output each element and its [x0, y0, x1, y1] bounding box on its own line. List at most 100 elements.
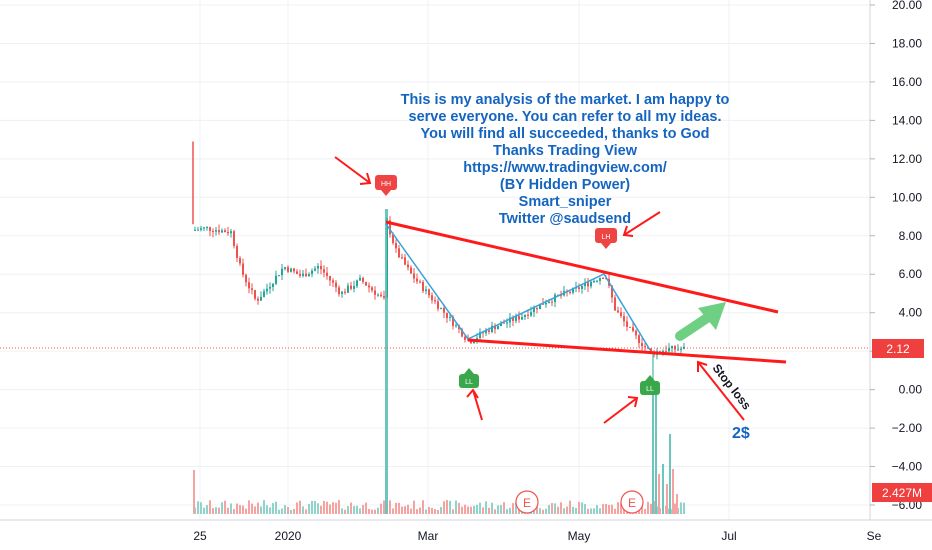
candle [314, 266, 316, 272]
volume-bar [515, 502, 517, 514]
candle [305, 268, 307, 277]
volume-bar [206, 505, 208, 514]
candle [356, 279, 358, 289]
candle [440, 307, 442, 310]
volume-bar [263, 500, 265, 514]
volume-bar [266, 505, 268, 514]
time-tick-label: 25 [193, 529, 207, 543]
volume-bar [290, 509, 292, 514]
hh-marker[interactable]: HH [375, 175, 397, 196]
volume-bar [569, 500, 571, 514]
volume-bar [284, 505, 286, 514]
arrow-to-hh [334, 156, 372, 185]
candle [620, 307, 622, 319]
volume-bar [308, 503, 310, 514]
candle [341, 290, 343, 298]
volume-bar [209, 500, 211, 514]
volume-bar [539, 508, 541, 514]
volume-bar [302, 506, 304, 514]
volume-bar [341, 508, 343, 514]
volume-bar [644, 509, 646, 514]
event-marker-1[interactable]: E [515, 490, 539, 514]
candle [284, 266, 286, 271]
volume-bar [458, 502, 460, 514]
candle [599, 277, 601, 285]
ll-marker-second[interactable]: LL [640, 375, 660, 395]
volume-bar [617, 502, 619, 514]
candle [266, 283, 268, 295]
candle [629, 326, 631, 328]
analysis-note-line: You will find all succeeded, thanks to G… [421, 126, 710, 142]
candle [221, 228, 223, 234]
event-marker-2[interactable]: E [620, 490, 644, 514]
candle [254, 289, 256, 301]
volume-bar [683, 502, 685, 514]
analysis-note-line: Twitter @saudsend [499, 211, 631, 227]
ll-first-label: LL [465, 379, 473, 386]
candle [425, 285, 427, 295]
candle [368, 282, 370, 293]
volume-bar [197, 501, 199, 514]
candle [431, 292, 433, 304]
volume-bar [476, 504, 478, 514]
candle [269, 282, 271, 294]
event-label-1: E [523, 496, 531, 510]
volume-bar [305, 509, 307, 514]
candle [635, 329, 637, 340]
candle [323, 265, 325, 278]
volume-bar [374, 509, 376, 514]
price-tick-label: 8.00 [899, 229, 923, 243]
lh-marker[interactable]: LH [595, 228, 617, 249]
stop-loss-arrow [697, 360, 745, 421]
analysis-note-line: This is my analysis of the market. I am … [401, 92, 730, 108]
candle [671, 345, 673, 353]
volume-bar [326, 501, 328, 514]
volume-bar [347, 506, 349, 514]
time-axis[interactable]: 25 2020 Mar May Jul Se [193, 529, 881, 543]
volume-bar [669, 434, 671, 514]
candle [665, 345, 667, 354]
time-tick-label: 2020 [275, 529, 302, 543]
candle [218, 224, 220, 235]
volume-bar [557, 506, 559, 514]
candle [617, 306, 619, 314]
analysis-note-line: https://www.tradingview.com/ [463, 160, 667, 176]
ll-marker-first[interactable]: LL [459, 368, 479, 388]
candle [413, 268, 415, 283]
grid [0, 0, 875, 520]
candle [287, 265, 289, 274]
volume-bar [380, 503, 382, 514]
volume-value: 2.427M [882, 486, 922, 500]
time-tick-label: Mar [418, 529, 439, 543]
volume-bar [260, 506, 262, 514]
candle [566, 289, 568, 297]
candle [347, 282, 349, 293]
volume-bar [212, 508, 214, 514]
volume-bar [272, 503, 274, 514]
candle [353, 280, 355, 293]
volume-bar [314, 501, 316, 514]
candle [335, 280, 337, 293]
volume-bar [236, 503, 238, 514]
candle [602, 277, 604, 279]
candle [581, 284, 583, 294]
volume-bar [293, 508, 295, 514]
analysis-note: This is my analysis of the market. I am … [401, 92, 730, 227]
candle [308, 272, 310, 277]
candle [644, 343, 646, 351]
volume-bars [193, 209, 685, 514]
last-price-value: 2.12 [886, 342, 910, 356]
time-tick-label: May [568, 529, 591, 543]
candle [515, 313, 517, 324]
candle [485, 327, 487, 336]
price-axis-bg[interactable] [870, 0, 932, 550]
volume-bar [317, 503, 319, 514]
volume-bar [554, 503, 556, 514]
volume-bar [572, 506, 574, 514]
target-label: 2$ [732, 425, 750, 442]
candle [317, 263, 319, 274]
volume-bar [587, 508, 589, 514]
candle [359, 274, 361, 281]
candle [377, 293, 379, 297]
